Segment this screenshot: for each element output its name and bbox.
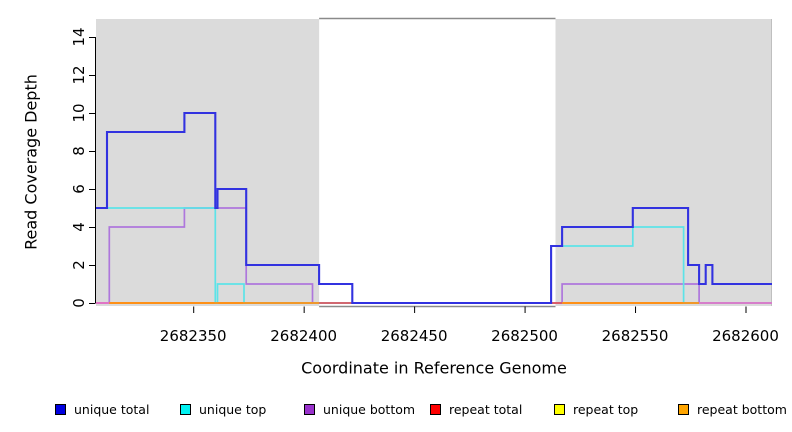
x-tick-label: 2682450 bbox=[381, 327, 448, 345]
plot-box bbox=[319, 17, 772, 308]
y-tick-label: 10 bbox=[70, 103, 88, 122]
y-axis-title: Read Coverage Depth bbox=[21, 74, 41, 250]
x-tick-label: 2682550 bbox=[602, 327, 669, 345]
x-axis-title: Coordinate in Reference Genome bbox=[301, 358, 567, 378]
x-tick-label: 2682500 bbox=[491, 327, 558, 345]
series-unique-bottom bbox=[96, 207, 772, 304]
series-lines bbox=[96, 111, 772, 305]
shaded-regions bbox=[96, 19, 772, 306]
x-tick-label: 2682400 bbox=[270, 327, 337, 345]
y-axis: 0 2 4 6 8 10 12 14 bbox=[70, 27, 96, 308]
y-tick-label: 0 bbox=[70, 298, 88, 308]
y-tick-label: 4 bbox=[70, 222, 88, 232]
y-tick-label: 12 bbox=[70, 65, 88, 84]
series-unique-total bbox=[96, 111, 772, 305]
shaded-region bbox=[96, 19, 320, 306]
y-tick-label: 8 bbox=[70, 146, 88, 156]
y-tick-label: 2 bbox=[70, 260, 88, 270]
x-tick-label: 2682600 bbox=[712, 327, 779, 345]
x-axis: 2682350 2682400 2682450 2682500 2682550 26826… bbox=[160, 306, 779, 345]
y-tick-label: 14 bbox=[70, 27, 88, 46]
y-tick-label: 6 bbox=[70, 184, 88, 194]
x-tick-label: 2682350 bbox=[160, 327, 227, 345]
shaded-region bbox=[555, 19, 772, 306]
